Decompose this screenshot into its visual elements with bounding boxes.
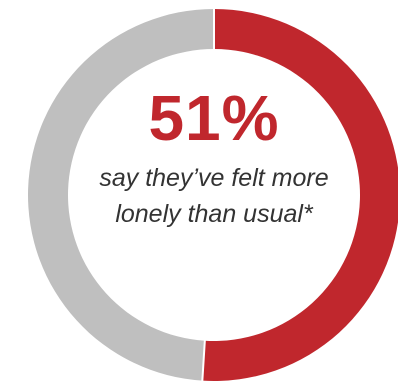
donut-slice-remainder bbox=[27, 9, 215, 381]
donut-center-label: 51% say they’ve felt more lonely than us… bbox=[99, 82, 329, 232]
donut-center-value: 51% bbox=[148, 82, 280, 154]
donut-slice-highlight bbox=[202, 9, 398, 381]
donut-separator-1 bbox=[201, 339, 206, 382]
donut-center-caption: say they’ve felt more lonely than usual* bbox=[99, 164, 329, 228]
